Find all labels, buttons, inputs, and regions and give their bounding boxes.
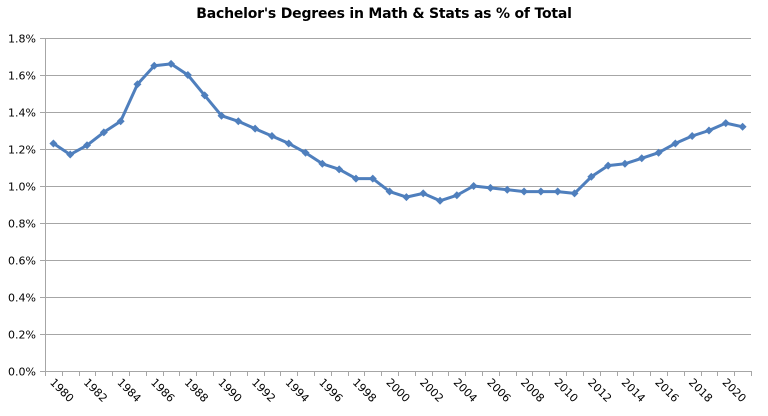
x-tick-label: 2008 xyxy=(518,376,547,405)
diamond-marker xyxy=(99,128,108,137)
diamond-marker xyxy=(587,172,596,181)
diamond-marker xyxy=(318,159,327,168)
diamond-marker xyxy=(553,187,562,196)
diamond-marker xyxy=(436,196,445,205)
y-tick-label: 0.4% xyxy=(8,292,36,305)
diamond-marker xyxy=(368,174,377,183)
y-tick-label: 1.4% xyxy=(8,107,36,120)
x-tick-label: 2014 xyxy=(619,376,648,405)
x-tick-label: 2004 xyxy=(451,376,480,405)
diamond-marker xyxy=(301,148,310,157)
x-tick-label: 1998 xyxy=(350,376,379,405)
chart-title: Bachelor's Degrees in Math & Stats as % … xyxy=(196,6,572,22)
diamond-marker xyxy=(402,193,411,202)
x-tick-label: 1986 xyxy=(148,376,177,405)
diamond-marker xyxy=(604,161,613,170)
diamond-marker xyxy=(688,132,697,141)
x-tick-label: 2006 xyxy=(484,376,513,405)
diamond-marker xyxy=(637,154,646,163)
y-tick-label: 0.0% xyxy=(8,366,36,379)
x-tick-label: 1994 xyxy=(283,376,312,405)
x-tick-label: 1988 xyxy=(182,376,211,405)
diamond-marker xyxy=(150,61,159,70)
diamond-marker xyxy=(116,117,125,126)
x-tick-label: 2002 xyxy=(417,376,446,405)
x-tick-label: 2010 xyxy=(552,376,581,405)
x-tick-label: 1982 xyxy=(81,376,110,405)
diamond-marker xyxy=(200,91,209,100)
diamond-marker xyxy=(671,139,680,148)
x-tick-label: 2012 xyxy=(585,376,614,405)
diamond-marker xyxy=(520,187,529,196)
y-tick-label: 0.2% xyxy=(8,329,36,342)
diamond-marker xyxy=(704,126,713,135)
diamond-marker xyxy=(83,141,92,150)
diamond-marker xyxy=(183,71,192,79)
x-tick-label: 2000 xyxy=(383,376,412,405)
y-tick-label: 0.6% xyxy=(8,255,36,268)
diamond-marker xyxy=(486,183,495,192)
x-tick-label: 2020 xyxy=(720,376,749,405)
data-series xyxy=(49,59,747,205)
diamond-marker xyxy=(419,189,428,198)
y-tick-label: 0.8% xyxy=(8,218,36,231)
diamond-marker xyxy=(284,139,293,148)
series-line xyxy=(52,62,743,203)
x-tick-label: 2016 xyxy=(652,376,681,405)
x-tick-label: 1990 xyxy=(215,376,244,405)
diamond-marker xyxy=(738,122,747,131)
y-tick-label: 1.2% xyxy=(8,144,36,157)
diamond-marker xyxy=(654,148,663,157)
diamond-marker xyxy=(469,182,478,190)
diamond-marker xyxy=(251,124,260,133)
y-tick-label: 1.8% xyxy=(8,33,36,46)
diamond-marker xyxy=(351,174,360,183)
gridlines xyxy=(40,38,751,372)
x-axis: 1980 1982 1984 1986 1988 1990 1992 1994 1996 1998… xyxy=(45,371,752,405)
diamond-marker xyxy=(620,159,629,168)
diamond-marker xyxy=(49,139,58,148)
x-tick-label: 1980 xyxy=(47,376,76,405)
diamond-marker xyxy=(536,187,545,196)
diamond-marker xyxy=(503,185,512,194)
x-tick-label: 1992 xyxy=(249,376,278,405)
diamond-marker xyxy=(66,150,75,159)
x-tick-label: 2018 xyxy=(686,376,715,405)
diamond-marker xyxy=(570,189,579,198)
y-tick-label: 1.6% xyxy=(8,70,36,83)
diamond-marker xyxy=(452,191,461,200)
diamond-marker xyxy=(167,59,176,68)
diamond-marker xyxy=(385,187,394,196)
diamond-marker xyxy=(217,111,226,120)
x-tick-label: 1996 xyxy=(316,376,345,405)
y-axis: 0.0% 0.2% 0.4% 0.6% 0.8% 1.0% 1.2% 1.4% 1.6% 1.8% xyxy=(8,33,46,379)
diamond-marker xyxy=(335,165,344,174)
diamond-marker xyxy=(267,132,276,141)
diamond-marker xyxy=(721,119,730,128)
x-tick-label: 1984 xyxy=(115,376,144,405)
diamond-marker xyxy=(133,80,142,89)
y-tick-label: 1.0% xyxy=(8,181,36,194)
diamond-marker xyxy=(234,117,243,126)
